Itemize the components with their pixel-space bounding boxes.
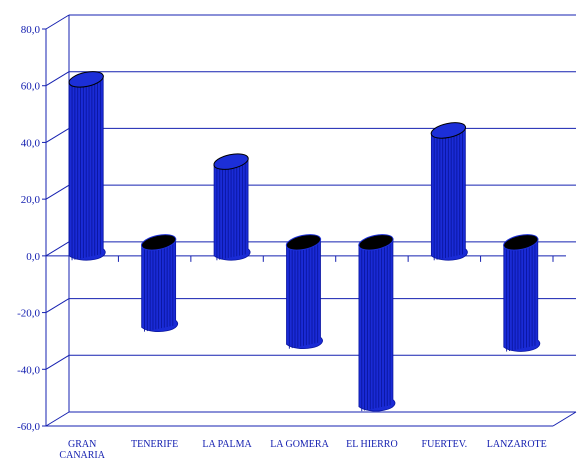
y-axis-tick-labels: -60,0 -40,0 -20,0 0,0 20,0 40,0 60,0 80,0 <box>17 24 40 433</box>
y-tick-label: 0,0 <box>26 251 40 263</box>
bar <box>285 234 323 349</box>
gridline-depth <box>45 354 70 370</box>
bar <box>68 71 106 261</box>
bar <box>503 234 541 352</box>
bar-body <box>286 238 323 349</box>
gridline-depth <box>45 128 70 143</box>
x-tick-label: LA PALMA <box>202 439 252 450</box>
y-tick-label: -40,0 <box>17 364 40 376</box>
bar-top-cap <box>430 122 467 139</box>
gridline-depth <box>45 71 70 87</box>
bar <box>213 153 251 261</box>
x-tick-label: TENERIFE <box>131 439 178 450</box>
x-tick-label-line: TENERIFE <box>131 439 178 450</box>
y-tick-label: 60,0 <box>21 81 41 93</box>
bar-body <box>430 126 468 261</box>
bar-body <box>503 238 541 352</box>
x-tick-label: FUERTEV. <box>422 439 468 450</box>
x-tick-label-line: LA GOMERA <box>270 439 329 450</box>
x-tick-label-line: FUERTEV. <box>422 439 468 450</box>
x-axis-tick-labels: GRAN CANARIA TENERIFE LA PALMA LA GOMERA EL H… <box>59 439 546 459</box>
x-tick-label: LA GOMERA <box>270 439 329 450</box>
y-tick-label: 20,0 <box>21 194 41 206</box>
bar-top-cap <box>213 153 249 170</box>
bar-zero-cap <box>140 234 177 251</box>
y-tick-label: -20,0 <box>17 308 40 320</box>
x-tick-label-line: LANZAROTE <box>487 439 547 450</box>
gridline-depth <box>45 241 70 257</box>
bar <box>140 234 178 332</box>
bar-zero-cap <box>358 234 394 251</box>
bar <box>358 234 396 412</box>
chart-grid <box>42 14 577 427</box>
floor-right-edge <box>552 411 577 427</box>
x-tick-label: GRAN CANARIA <box>59 439 105 459</box>
bar-body <box>213 157 251 261</box>
x-tick-label-line: GRAN <box>68 439 96 450</box>
bar-zero-cap <box>285 234 322 251</box>
bar-top-cap <box>68 71 104 88</box>
chart-bars <box>68 71 541 412</box>
bar-body <box>68 75 106 261</box>
gridline-depth <box>45 411 70 427</box>
gridline-depth <box>45 298 70 313</box>
y-tick-label: -60,0 <box>17 421 40 433</box>
gridline-depth <box>45 14 70 30</box>
bar-zero-cap <box>503 234 539 251</box>
y-tick-label: 40,0 <box>21 137 41 149</box>
bar <box>430 122 468 261</box>
x-tick-label-line: CANARIA <box>59 450 105 459</box>
x-tick-label: EL HIERRO <box>346 439 398 450</box>
gridline-depth <box>45 184 70 200</box>
bar-body <box>358 238 396 412</box>
bar-body <box>141 238 178 332</box>
x-tick-label-line: EL HIERRO <box>346 439 398 450</box>
x-tick-label: LANZAROTE <box>487 439 547 450</box>
x-tick-label-line: LA PALMA <box>202 439 252 450</box>
y-tick-label: 80,0 <box>21 24 41 36</box>
